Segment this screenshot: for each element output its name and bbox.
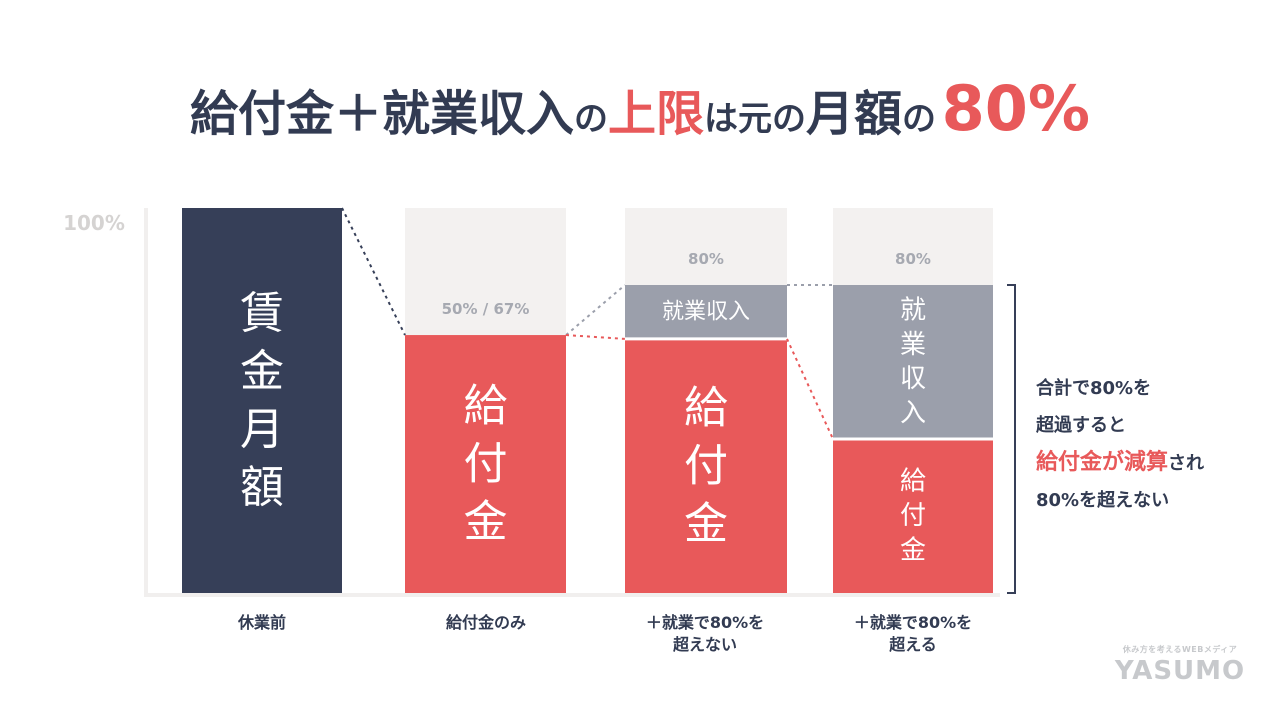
bar-3-segment-0-label-char-1: 付 xyxy=(900,501,926,531)
connector-2-3-benefit xyxy=(565,334,626,340)
title-part2: の xyxy=(574,99,608,139)
connector-2-3-top xyxy=(565,284,626,336)
note-line3-suffix: され xyxy=(1168,453,1205,474)
bar-2-segment-0 xyxy=(625,338,787,593)
note-highlight: 給付金が減算 xyxy=(1036,450,1169,475)
bar-2-background xyxy=(625,208,787,285)
bar-2-top-label: 80% xyxy=(688,250,724,268)
note-line4: 80%を超えない xyxy=(1036,490,1170,511)
page-title: 給付金＋就業収入の上限は元の月額の 80% xyxy=(0,78,1280,140)
yasumo-logo: 休み方を考えるWEBメディア YASUMO xyxy=(1100,644,1260,687)
note-line3: 給付金が減算され xyxy=(1036,444,1204,482)
connector-3-4-benefit xyxy=(786,338,834,440)
title-part6: の xyxy=(772,99,807,139)
bar-0-segment-0-label-char-2: 月 xyxy=(240,404,284,455)
bar-1-background xyxy=(405,208,566,336)
title-part7: 月額 xyxy=(806,86,903,142)
bar-3-segment-0-label-char-0: 給 xyxy=(900,467,926,497)
title-part9: 80% xyxy=(941,72,1091,145)
bar-1-segment-0 xyxy=(405,335,566,593)
bar-3-top-label: 80% xyxy=(895,250,931,268)
title-part8: の xyxy=(902,99,937,139)
bar-3-segment-1-label-char-3: 入 xyxy=(900,398,926,428)
note-line2: 超過すると xyxy=(1036,415,1126,436)
category-label-before-leave: 休業前 xyxy=(237,613,286,632)
bar-3-segment-1-label-char-0: 就 xyxy=(900,296,926,326)
bar-2-segment-0-label-char-0: 給 xyxy=(684,382,728,433)
bar-0-segment-0-label-char-3: 額 xyxy=(240,462,284,513)
bar-3-background xyxy=(833,208,993,285)
category-label-exceed: ＋就業で80%を 超える xyxy=(853,613,973,654)
bar-0-segment-0-label-char-0: 賃 xyxy=(240,288,284,339)
bar-1-top-label: 50% / 67% xyxy=(442,300,530,318)
logo-tagline: 休み方を考えるWEBメディア xyxy=(1122,645,1238,654)
bar-3-segment-0 xyxy=(833,439,993,593)
bar-2-segment-1 xyxy=(625,285,787,339)
title-part4: は xyxy=(704,99,739,139)
title-part3: 上限 xyxy=(608,86,705,142)
title-part5: 元 xyxy=(738,99,773,139)
y-tick-label: 100% xyxy=(63,211,125,235)
category-label-not-exceed: ＋就業で80%を 超えない xyxy=(645,613,765,654)
bar-2-segment-0-label-char-2: 金 xyxy=(684,499,728,550)
connector-1-2 xyxy=(341,207,406,336)
note-line1: 合計で80%を xyxy=(1036,378,1152,399)
bar-2-segment-1-label: 就業収入 xyxy=(662,299,750,324)
bar-3-segment-1-label-char-2: 収 xyxy=(900,364,926,394)
bar-1-segment-0-label-char-0: 給 xyxy=(464,380,508,431)
title-part1: 給付金＋就業収入 xyxy=(189,86,574,142)
bar-3-segment-1 xyxy=(833,285,993,439)
bar-0-segment-0 xyxy=(182,208,342,593)
bar-1-segment-0-label-char-1: 付 xyxy=(464,439,508,490)
category-label-benefit-only: 給付金のみ xyxy=(445,613,526,632)
bracket-line xyxy=(1007,284,1016,594)
bar-0-segment-0-label-char-1: 金 xyxy=(240,346,284,397)
explanation-note: 合計で80%を 超過すると 給付金が減算され 80%を超えない xyxy=(1036,370,1204,519)
bar-1-segment-0-label-char-2: 金 xyxy=(464,497,508,548)
bar-3-segment-1-label-char-1: 業 xyxy=(900,330,926,360)
logo-name: YASUMO xyxy=(1114,656,1246,686)
bar-3-segment-0-label-char-2: 金 xyxy=(900,535,926,565)
bar-2-segment-0-label-char-1: 付 xyxy=(684,440,728,491)
